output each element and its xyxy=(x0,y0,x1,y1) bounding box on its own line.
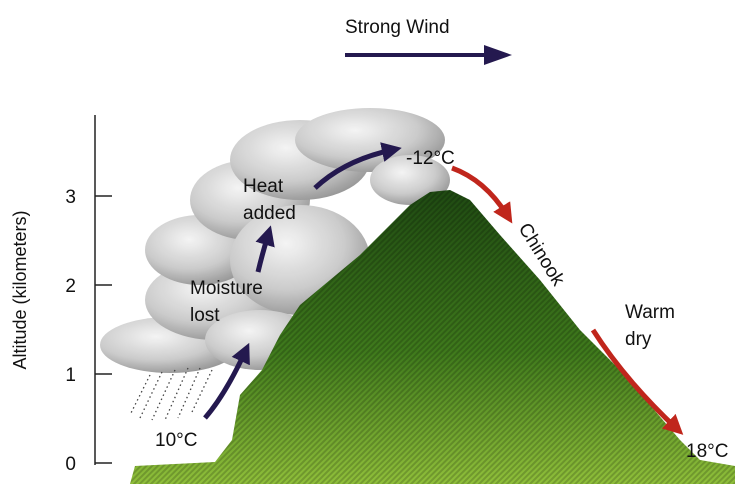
tick-label: 1 xyxy=(65,365,76,386)
rain xyxy=(129,367,213,421)
tick-label: 2 xyxy=(65,276,76,297)
moisture-label: Moisture lost xyxy=(190,278,263,326)
tick-label: 3 xyxy=(65,187,76,208)
axis-label: Altitude (kilometers) xyxy=(10,210,30,369)
rising-air-arrows xyxy=(203,142,402,420)
descending-air-arrows xyxy=(451,165,684,435)
wind-arrow xyxy=(345,45,512,65)
title: Strong Wind xyxy=(345,17,450,38)
summit-temp: -12°C xyxy=(406,148,455,169)
warm-dry-label: Warm dry xyxy=(625,302,675,350)
mountain-texture xyxy=(130,190,735,484)
heat-label: Heat added xyxy=(243,176,296,224)
start-temp: 10°C xyxy=(155,430,197,451)
tick-label: 0 xyxy=(65,454,76,475)
end-temp: 18°C xyxy=(686,441,728,462)
